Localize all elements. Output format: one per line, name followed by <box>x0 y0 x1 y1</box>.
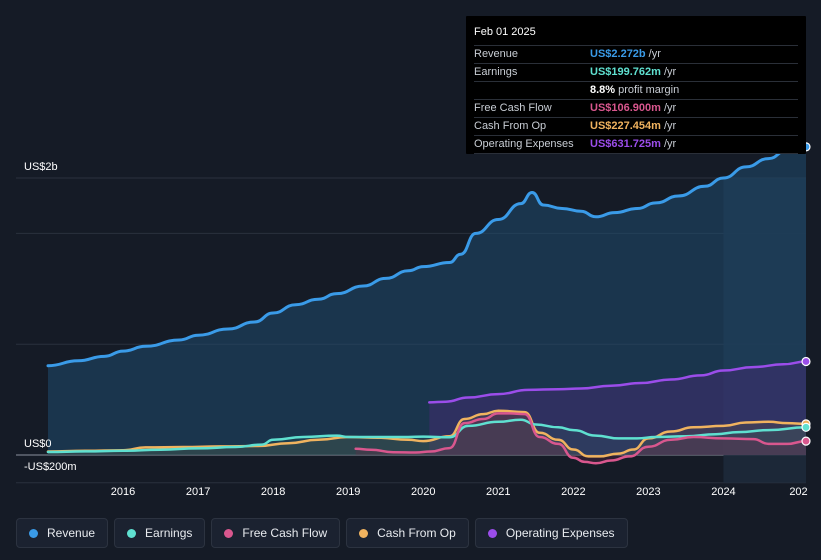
legend-item-free-cash-flow[interactable]: Free Cash Flow <box>211 518 341 548</box>
line-revenue <box>46 145 808 368</box>
end-marker-free-cash-flow <box>801 436 811 446</box>
legend-item-earnings[interactable]: Earnings <box>114 518 206 548</box>
tooltip-row: Revenue US$2.272b/yr <box>474 46 798 64</box>
tooltip-row-label: Earnings <box>474 66 518 78</box>
tooltip-row: Free Cash Flow US$106.900m/yr <box>474 100 798 118</box>
legend-label: Cash From Op <box>377 526 456 540</box>
legend-dot-icon <box>224 528 234 538</box>
x-tick-label: 2024 <box>711 486 735 498</box>
x-tick-label: 2022 <box>561 486 585 498</box>
tooltip-row-unit: /yr <box>648 48 661 60</box>
tooltip-row: Operating Expenses US$631.725m/yr <box>474 136 798 154</box>
legend-item-revenue[interactable]: Revenue <box>16 518 109 548</box>
line-free-cash-flow <box>354 412 808 465</box>
x-tick-label: 2023 <box>636 486 660 498</box>
tooltip-row-value: US$2.272b <box>590 48 646 60</box>
y-label-zero: US$0 <box>24 438 52 450</box>
y-label-bottom: -US$200m <box>24 461 77 473</box>
legend-dot-icon <box>359 528 369 538</box>
end-marker-earnings <box>801 422 811 432</box>
area-revenue <box>48 146 806 456</box>
legend-item-cash-from-op[interactable]: Cash From Op <box>346 518 469 548</box>
tooltip-row-value: 8.8% <box>590 84 616 96</box>
legend-label: Operating Expenses <box>505 526 615 540</box>
tooltip-row-label: Free Cash Flow <box>474 102 552 114</box>
tooltip-date: Feb 01 2025 <box>474 22 798 46</box>
tooltip-row-unit: profit margin <box>618 84 680 96</box>
tooltip-row-value: US$199.762m <box>590 66 661 78</box>
tooltip-row-label: Revenue <box>474 48 519 60</box>
tooltip-row-label <box>474 82 590 99</box>
x-tick-label: 2020 <box>411 486 435 498</box>
legend-dot-icon <box>127 528 137 538</box>
legend-item-operating-expenses[interactable]: Operating Expenses <box>474 518 628 548</box>
legend-label: Earnings <box>145 526 193 540</box>
tooltip-row: 8.8% profit margin <box>474 82 798 100</box>
series-areas <box>48 146 806 464</box>
series-lines <box>46 145 808 465</box>
series-end-markers <box>801 142 811 446</box>
legend-label: Free Cash Flow <box>242 526 328 540</box>
area-operating-expenses <box>429 361 806 455</box>
data-tooltip: Feb 01 2025 Revenue US$2.272b/yr Earnings U… <box>466 16 806 154</box>
end-marker-operating-expenses <box>801 356 811 367</box>
legend-dot-icon <box>487 528 497 538</box>
tooltip-row-unit: /yr <box>663 120 677 132</box>
tooltip-row-value: US$106.900m <box>590 102 661 114</box>
x-tick-label: 2016 <box>111 486 135 498</box>
y-label-top: US$2b <box>24 161 58 173</box>
tooltip-rows: Revenue US$2.272b/yr Earnings US$199.762m/y… <box>474 46 798 154</box>
x-tick-label: 2021 <box>486 486 510 498</box>
x-axis-ticks: 2016 2017 2018 2019 2020 2021 2022 2023 2024 202 <box>111 486 808 498</box>
tooltip-row-label: Cash From Op <box>474 120 547 132</box>
tooltip-row-value: US$227.454m <box>590 120 661 132</box>
x-tick-label: 2017 <box>186 486 210 498</box>
tooltip-row-unit: /yr <box>663 138 677 150</box>
financials-chart: 2016 2017 2018 2019 2020 2021 2022 2023 2024 202 … <box>16 142 811 498</box>
line-operating-expenses <box>428 360 808 404</box>
x-tick-label: 2018 <box>261 486 285 498</box>
x-tick-label: 2019 <box>336 486 360 498</box>
legend-label: Revenue <box>47 526 96 540</box>
x-tick-label: 202 <box>789 486 807 498</box>
tooltip-row-label: Operating Expenses <box>474 138 574 150</box>
tooltip-row-unit: /yr <box>663 66 677 78</box>
tooltip-row-value: US$631.725m <box>590 138 661 150</box>
legend-dot-icon <box>29 528 38 538</box>
tooltip-row: Earnings US$199.762m/yr <box>474 64 798 82</box>
tooltip-row: Cash From Op US$227.454m/yr <box>474 118 798 136</box>
tooltip-row-unit: /yr <box>663 102 677 114</box>
chart-legend: Revenue Earnings Free Cash Flow Cash From O… <box>16 518 628 548</box>
